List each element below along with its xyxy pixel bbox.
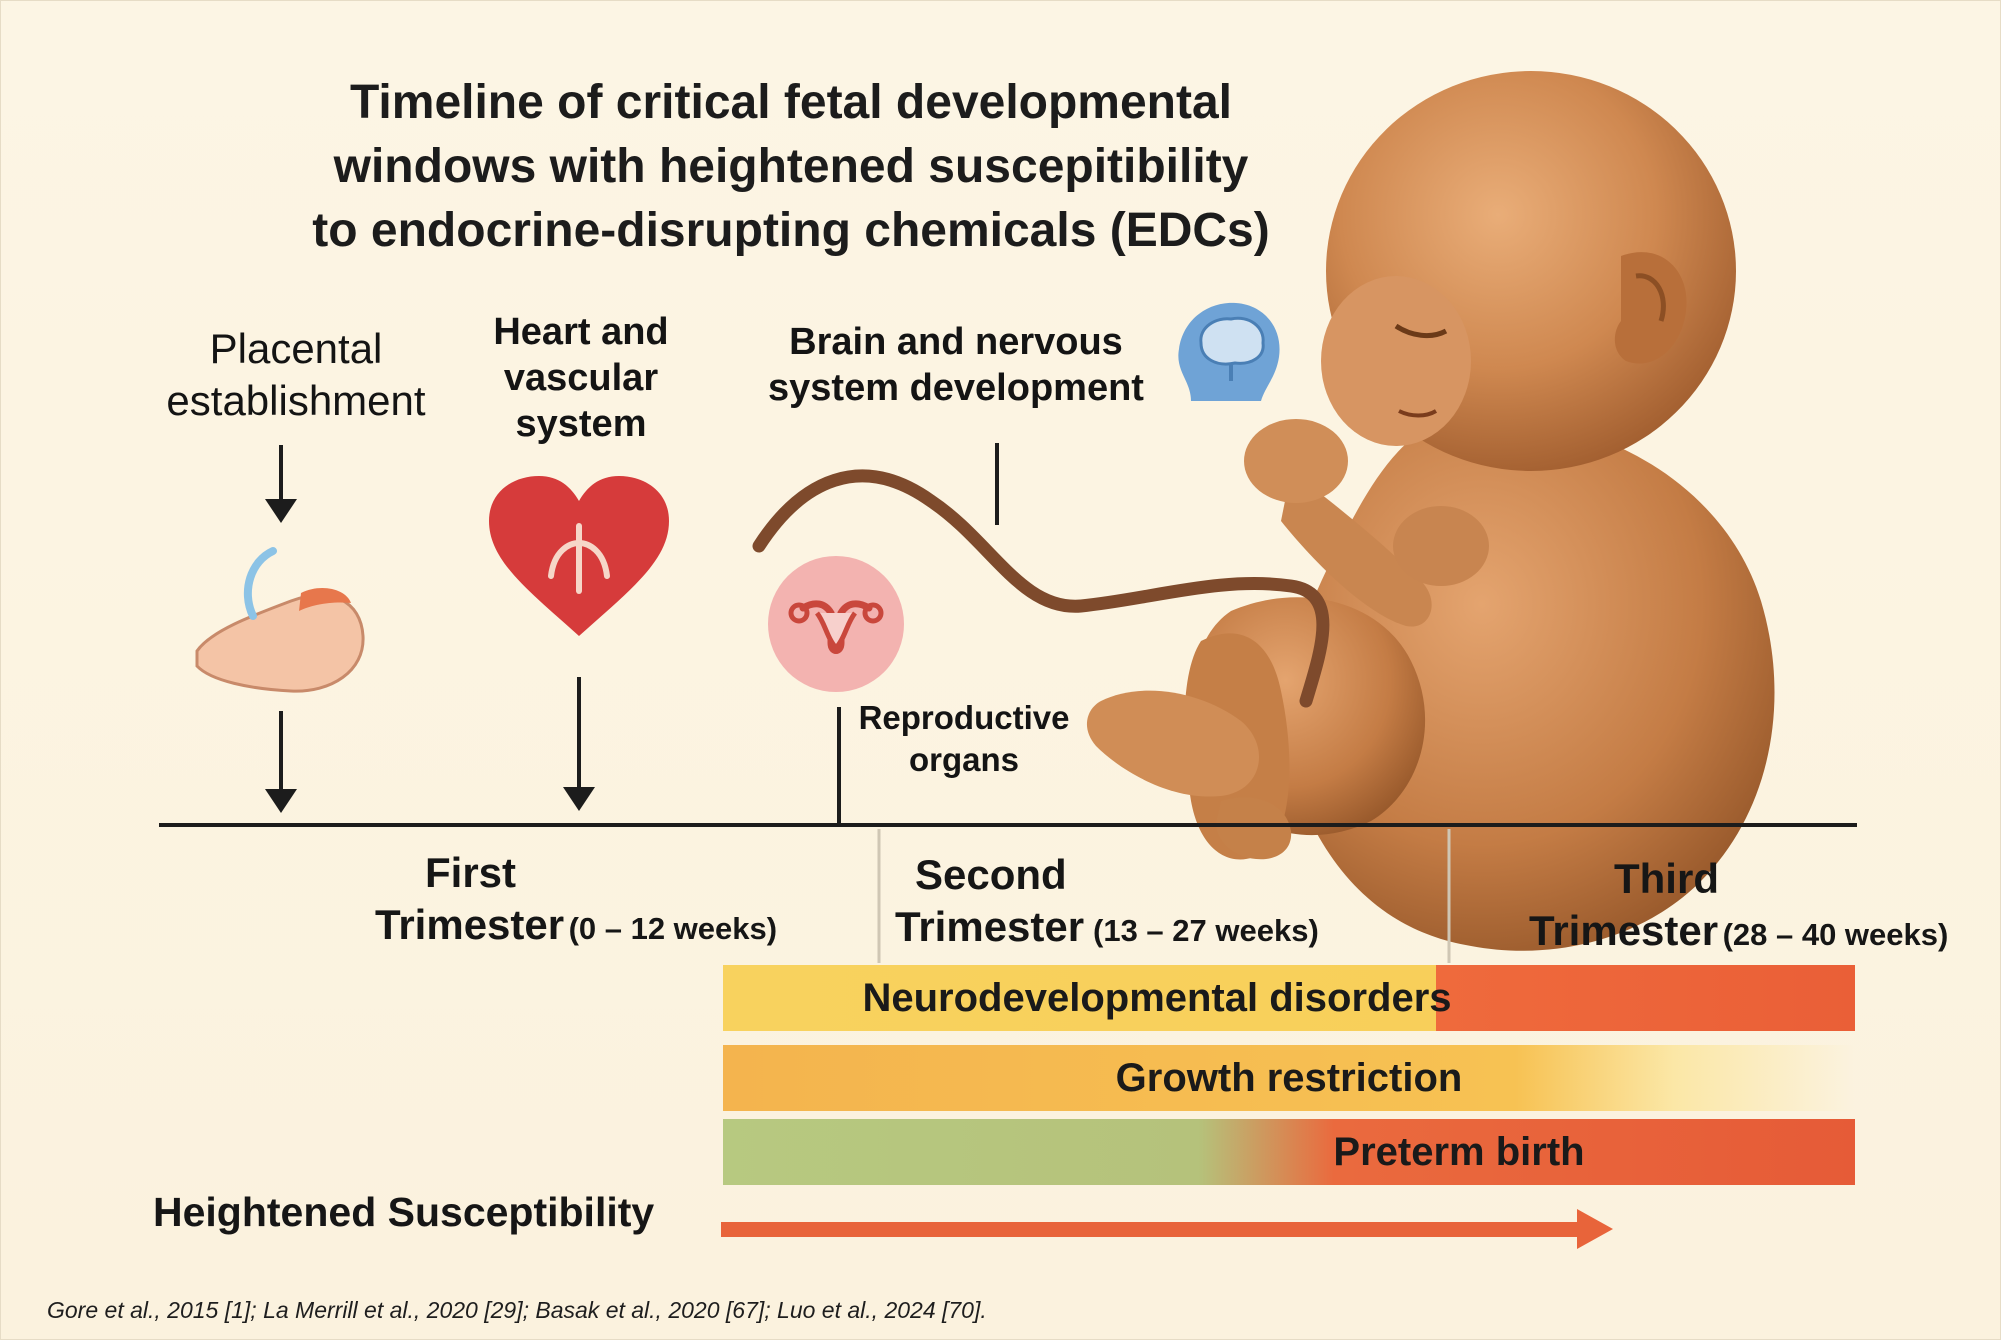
heart-label-line-1: Heart and [493,311,669,353]
first-trimester: First Trimester (0 – 12 weeks) [375,847,777,951]
outcome-label-preterm: Preterm birth [1333,1129,1585,1174]
placental-establishment-label: Placental establishment [131,323,461,427]
brain-label-line-1: Brain and nervous [789,321,1123,363]
title-line-1: Timeline of critical fetal developmental [349,76,1233,129]
title-line-3: to endocrine-disrupting chemicals (EDCs) [312,204,1270,257]
heart-label-line-3: system [515,403,647,445]
outcome-bar-neurodevelopmental: Neurodevelopmental disorders [723,965,1855,1031]
placental-label-line-1: Placental [209,325,383,372]
brain-head-icon [1178,302,1280,401]
heart-label-line-2: vascular [503,357,659,399]
brain-label-line-2: system development [768,367,1144,409]
susceptibility-label: Heightened Susceptibility [153,1189,655,1235]
title-line-2: windows with heightened suscepitibility [333,140,1249,193]
first-trimester-word: Trimester [375,901,565,948]
second-trimester: Second Trimester (13 – 27 weeks) [895,849,1319,953]
reproductive-organs-label: Reproductive organs [849,697,1079,781]
repro-label-line-1: Reproductive [858,699,1070,736]
third-trimester-range: (28 – 40 weeks) [1722,917,1949,952]
uterus-icon [768,556,904,692]
heart-icon [489,476,669,636]
susceptibility-arrow [721,1209,1613,1249]
heart-vascular-label: Heart and vascular system [461,309,701,447]
references: Gore et al., 2015 [1]; La Merrill et al.… [47,1297,987,1323]
second-trimester-range: (13 – 27 weeks) [1093,913,1319,948]
repro-label-line-2: organs [908,741,1020,778]
placenta-icon [195,547,365,693]
diagram-title: Timeline of critical fetal developmental… [201,71,1381,263]
second-trimester-name: Second [915,851,1067,898]
outcome-label-neurodevelopmental: Neurodevelopmental disorders [862,975,1452,1020]
third-trimester-word: Trimester [1529,907,1719,954]
third-trimester: Third Trimester (28 – 40 weeks) [1529,853,1948,957]
first-trimester-range: (0 – 12 weeks) [568,911,778,946]
second-trimester-word: Trimester [895,903,1085,950]
outcome-bar-preterm: Preterm birth [723,1119,1855,1185]
outcome-bar-growth: Growth restriction [723,1045,1855,1111]
first-trimester-name: First [425,849,517,896]
third-trimester-name: Third [1614,855,1719,902]
outcome-label-growth: Growth restriction [1115,1055,1463,1100]
placental-label-line-2: establishment [166,377,426,424]
brain-nervous-label: Brain and nervous system development [741,319,1171,411]
